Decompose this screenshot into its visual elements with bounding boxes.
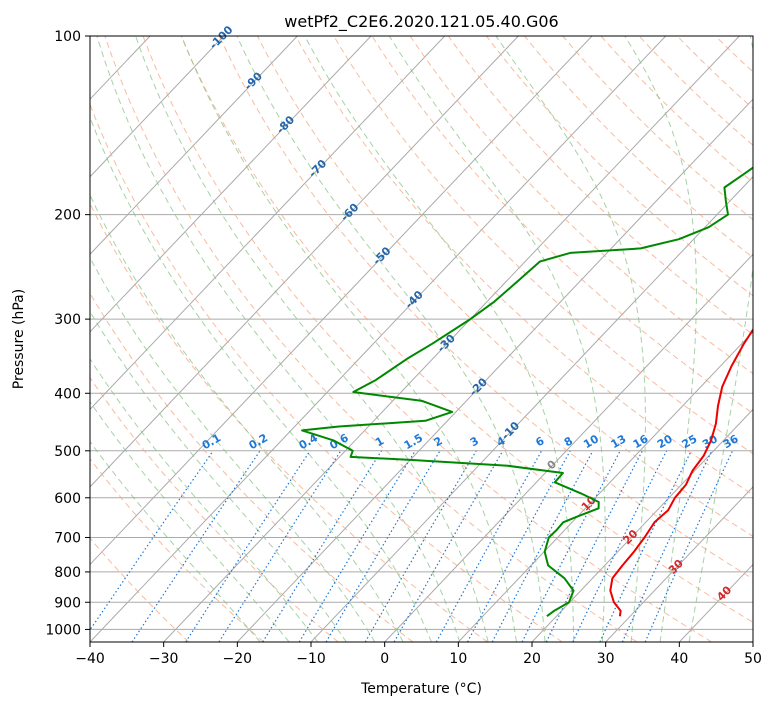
dry-adiabat-line xyxy=(371,36,753,414)
dry-adiabat-line xyxy=(447,36,753,336)
y-tick-label: 600 xyxy=(54,491,81,507)
plot-frame xyxy=(89,35,754,643)
mixing-ratio-line xyxy=(90,450,214,631)
isotherm-line xyxy=(752,641,753,642)
mixing-ratio-line xyxy=(185,450,311,642)
y-tick-label: 700 xyxy=(54,531,81,547)
x-tick-label: 20 xyxy=(523,651,541,667)
x-tick-label: −40 xyxy=(75,651,105,667)
x-tick-label: 50 xyxy=(744,651,762,667)
y-tick-label: 100 xyxy=(54,29,81,45)
dry-adiabat-line xyxy=(409,36,753,375)
dry-adiabat-line xyxy=(295,36,753,496)
y-tick-label: 800 xyxy=(54,565,81,581)
moist-adiabat-line xyxy=(90,310,347,642)
moist-adiabat-line xyxy=(688,36,753,642)
dry-adiabat-line xyxy=(257,36,753,538)
moist-adiabat-line xyxy=(388,36,606,642)
moist-adiabat-line xyxy=(181,36,517,642)
moist-adiabat-line xyxy=(90,256,376,642)
mixing-ratio-line xyxy=(466,450,571,642)
axes: −40 −30 −20 −10 0 10 20 30 40 50 100 200 300 400 500 60… xyxy=(45,29,762,667)
moist-adiabat-line xyxy=(304,36,575,642)
x-tick-label: −10 xyxy=(296,651,326,667)
x-tick-label: 10 xyxy=(449,651,467,667)
moist-adiabat-line xyxy=(624,36,697,642)
chart-title: wetPf2_C2E6.2020.121.05.40.G06 xyxy=(284,12,558,32)
mixing-ratio-line xyxy=(131,450,261,642)
mixing-ratio-line xyxy=(218,450,342,642)
moist-adiabat-line xyxy=(96,36,461,642)
dry-adiabat-line xyxy=(142,36,712,642)
x-axis-label: Temperature (°C) xyxy=(360,681,482,697)
mixing-ratio-line xyxy=(545,450,643,642)
temperature-profile-line xyxy=(609,327,753,617)
dry-adiabat-line xyxy=(333,36,753,455)
isotherm-line xyxy=(163,36,740,642)
y-tick-label: 500 xyxy=(54,444,81,460)
y-tick-label: 200 xyxy=(54,208,81,224)
moist-adiabat-line xyxy=(236,36,546,642)
isotherm-line xyxy=(531,408,753,642)
isotherm-line xyxy=(90,36,667,642)
dry-adiabat-line xyxy=(90,537,190,642)
isotherm-line xyxy=(90,36,372,333)
moist-adiabat-line xyxy=(135,36,489,642)
x-tick-label: 0 xyxy=(380,651,389,667)
moist-adiabat-line xyxy=(90,193,404,642)
isotherm-line xyxy=(90,36,519,488)
mixing-ratio-line xyxy=(298,450,416,642)
dry-adiabat-line xyxy=(180,36,753,623)
isotherm-line xyxy=(90,36,298,256)
x-tick-label: 40 xyxy=(670,651,688,667)
y-tick-label: 1000 xyxy=(45,622,81,638)
y-axis-label: Pressure (hPa) xyxy=(11,289,27,389)
moist-adiabat-line xyxy=(90,358,319,642)
isotherm-line xyxy=(90,36,446,411)
dewpoint-profile-line xyxy=(301,166,753,618)
background-lines xyxy=(0,36,775,642)
isotherm-line xyxy=(0,36,3,642)
dry-adiabat-line xyxy=(104,36,638,642)
mixing-ratio-line xyxy=(435,450,543,642)
dry-adiabat-line xyxy=(90,457,264,642)
moist-adiabat-line xyxy=(90,116,432,642)
moist-adiabat-line xyxy=(90,440,261,642)
isotherm-line xyxy=(384,253,753,642)
y-tick-label: 300 xyxy=(54,312,81,328)
isotherm-line xyxy=(605,486,753,642)
isotherm-line xyxy=(90,36,593,566)
dry-adiabat-line xyxy=(90,103,563,642)
y-tick-label: 400 xyxy=(54,386,81,402)
x-tick-label: 30 xyxy=(597,651,615,667)
dry-adiabat-line xyxy=(754,36,775,642)
isotherm-line xyxy=(90,36,225,178)
x-tick-label: −30 xyxy=(149,651,179,667)
mixing-ratio-line xyxy=(491,450,594,642)
x-tick-label: −20 xyxy=(223,651,253,667)
mixing-ratio-line xyxy=(572,450,668,642)
isotherm-line xyxy=(236,98,753,642)
dry-adiabat-line xyxy=(218,36,753,580)
moist-adiabat-line xyxy=(90,401,290,642)
dry-adiabat-line xyxy=(90,292,414,642)
moist-adiabat-line xyxy=(495,36,646,642)
dry-adiabat-line xyxy=(90,202,488,642)
y-tick-label: 900 xyxy=(54,595,81,611)
profile-series xyxy=(301,166,753,618)
